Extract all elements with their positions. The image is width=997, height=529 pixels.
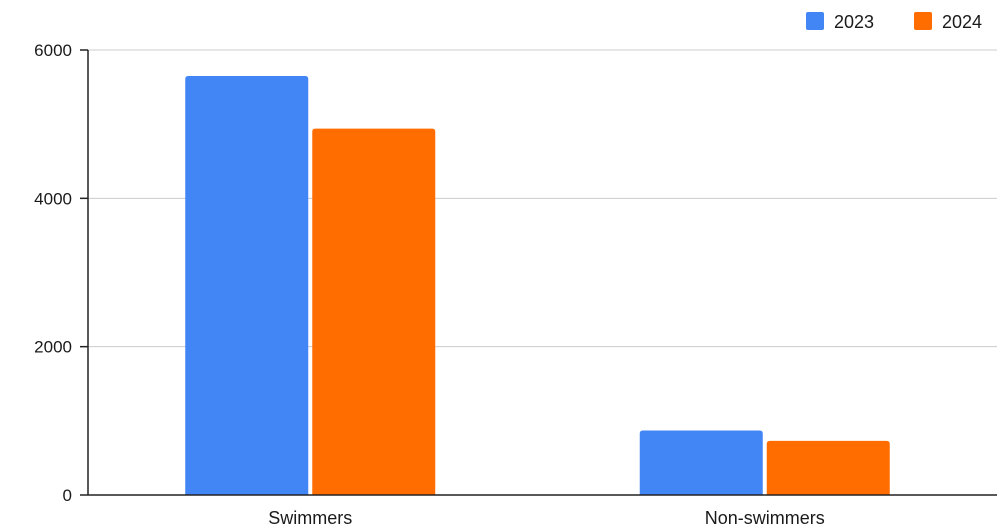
y-axis-ticks: 0 2000 4000 6000	[34, 41, 88, 505]
bar-2024-non-swimmers	[766, 440, 890, 495]
y-tick-label: 0	[63, 486, 72, 505]
y-tick-label: 2000	[34, 338, 72, 357]
bar-2023-non-swimmers	[639, 430, 763, 495]
bar-2023-swimmers	[185, 75, 309, 495]
legend-swatch-2023	[806, 12, 824, 30]
legend-label-2023: 2023	[834, 12, 874, 32]
bar-2024-swimmers	[312, 128, 436, 495]
legend: 2023 2024	[806, 12, 982, 32]
x-category-label: Swimmers	[268, 508, 352, 528]
y-tick-label: 6000	[34, 41, 72, 60]
y-tick-label: 4000	[34, 189, 72, 208]
legend-label-2024: 2024	[942, 12, 982, 32]
legend-swatch-2024	[914, 12, 932, 30]
x-category-label: Non-swimmers	[705, 508, 825, 528]
bars	[185, 75, 890, 495]
x-axis-labels: Swimmers Non-swimmers	[268, 508, 825, 528]
